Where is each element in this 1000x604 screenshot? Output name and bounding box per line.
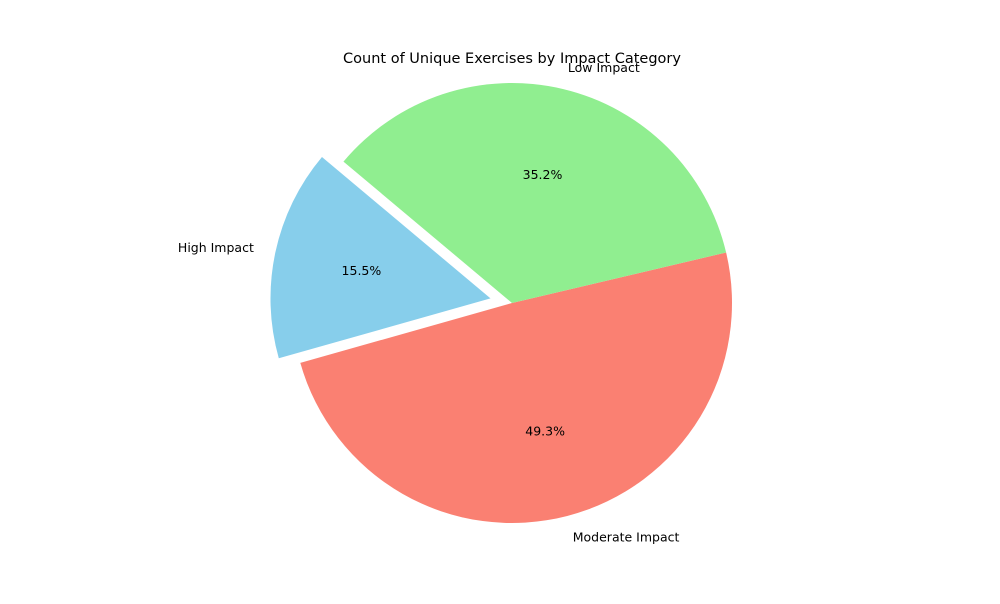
category-label-moderate-impact: Moderate Impact [573,530,680,545]
pie-slice-low-impact [343,82,727,303]
pie-slice-moderate-impact [300,252,732,523]
pie-slice-high-impact [270,156,491,359]
category-label-high-impact: High Impact [178,240,254,255]
labels-layer: 15.5% High Impact 49.3% Moderate Impact 35.2… [178,60,680,545]
percent-label-low-impact: 35.2% [523,167,563,182]
percent-label-moderate-impact: 49.3% [525,423,565,438]
chart-title: Count of Unique Exercises by Impact Cate… [343,51,681,67]
category-label-low-impact: Low Impact [568,60,640,75]
percent-label-high-impact: 15.5% [342,263,382,278]
slices-layer [270,82,732,523]
